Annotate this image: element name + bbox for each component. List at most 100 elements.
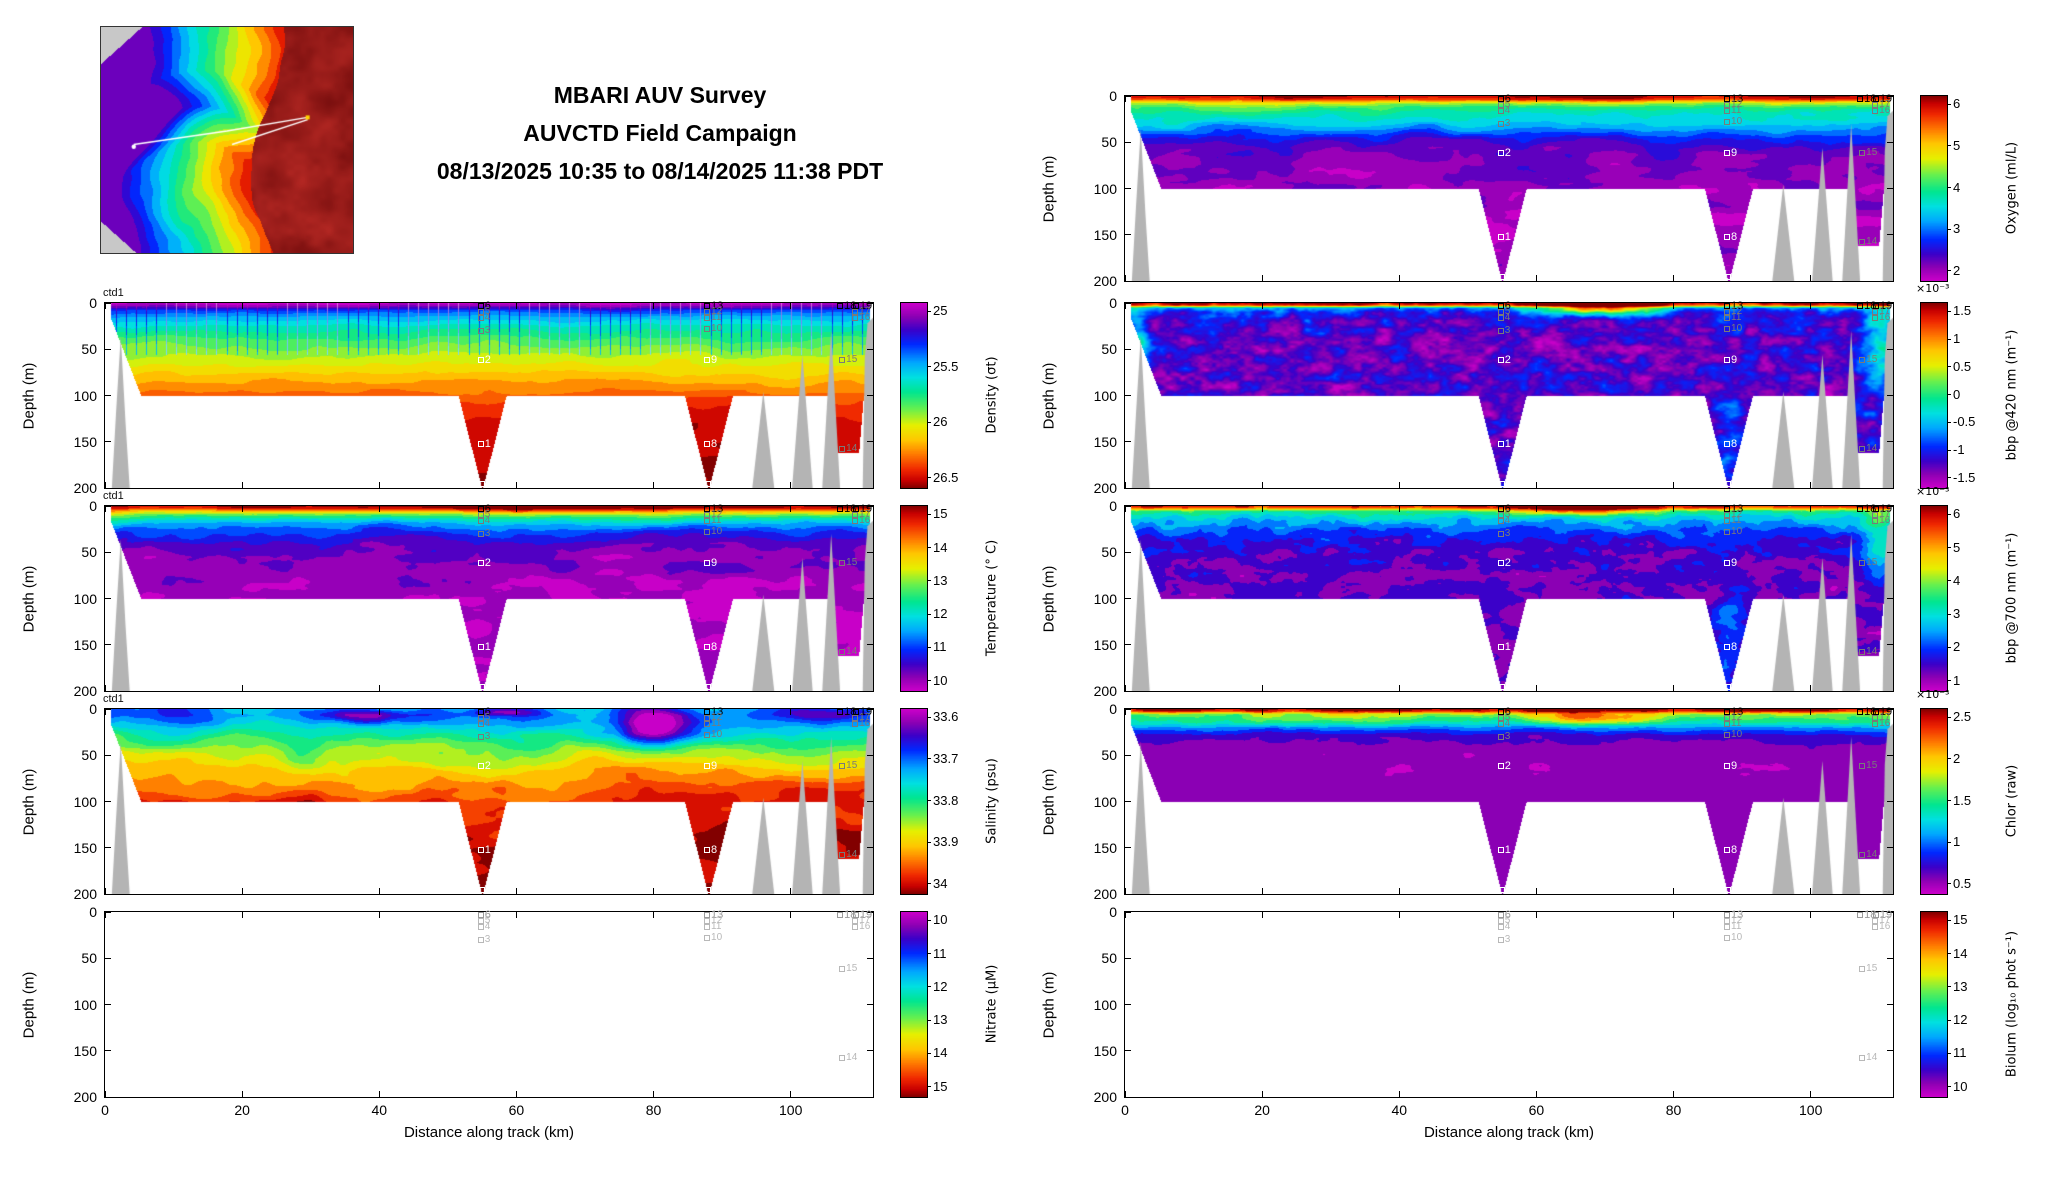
waypoint-marker — [1724, 934, 1731, 941]
waypoint-marker — [1724, 720, 1731, 727]
waypoint-marker — [705, 684, 712, 691]
waypoint-marker — [477, 512, 484, 519]
waypoint-marker — [1724, 512, 1731, 519]
x-tick — [1673, 303, 1675, 309]
waypoint-marker — [1872, 720, 1879, 727]
waypoint-marker — [704, 517, 711, 524]
y-axis-label: Depth (m) — [1040, 768, 1058, 835]
colorbar-tick-label: 13 — [933, 572, 948, 588]
waypoint-marker — [852, 517, 859, 524]
colorbar-tick — [1947, 580, 1951, 582]
waypoint-label: 19 — [1879, 502, 1893, 515]
y-tick — [867, 690, 873, 692]
waypoint-label: 17 — [859, 712, 871, 724]
waypoint-marker — [1497, 517, 1504, 524]
colorbar-tick-label: 13 — [933, 1012, 948, 1028]
waypoint-marker — [705, 887, 712, 894]
waypoint-label: 19 — [1879, 92, 1893, 105]
x-axis-label: Distance along track (km) — [403, 1124, 575, 1141]
x-tick — [653, 482, 655, 488]
x-tick — [104, 709, 106, 715]
y-tick-label: 150 — [1093, 226, 1117, 243]
waypoint-label: 14 — [846, 849, 858, 861]
map-inset — [100, 26, 354, 254]
waypoint-marker — [705, 1090, 712, 1097]
waypoint-marker — [1499, 684, 1506, 691]
waypoint-marker — [1724, 643, 1731, 650]
waypoint-marker — [1872, 505, 1879, 512]
colorbar-tick — [927, 919, 931, 921]
x-tick-label: 40 — [1391, 1102, 1408, 1118]
x-tick — [1124, 912, 1126, 918]
colorbar-tick — [927, 580, 931, 582]
waypoint-label: 3 — [484, 324, 491, 336]
colorbar-tick-label: 3 — [1953, 221, 1961, 237]
x-tick — [515, 303, 517, 309]
waypoint-label: 3 — [1504, 527, 1511, 539]
waypoint-label: 12 — [1731, 99, 1743, 111]
waypoint-label: 7 — [712, 478, 719, 491]
y-tick — [867, 893, 873, 895]
colorbar-tick-label: 2 — [1953, 639, 1961, 655]
waypoint-label: 16 — [859, 514, 871, 526]
waypoint-marker — [1497, 733, 1504, 740]
y-tick — [1887, 395, 1893, 396]
waypoint-label: 14 — [1866, 849, 1878, 861]
waypoint-marker — [852, 923, 859, 930]
waypoint-marker — [1724, 309, 1731, 316]
y-tick — [1125, 1004, 1131, 1005]
waypoint-label: 16 — [859, 717, 871, 729]
waypoint-marker — [1872, 102, 1879, 109]
waypoint-label: 2 — [484, 963, 491, 976]
bbp420-colorbar-canvas — [1921, 303, 1947, 488]
x-tick — [104, 303, 106, 309]
waypoint-marker — [1872, 107, 1879, 114]
waypoint-label: 2 — [1504, 557, 1511, 570]
waypoint-marker — [1497, 923, 1504, 930]
colorbar-tick-label: 3 — [1953, 606, 1961, 622]
waypoint-label: 11 — [1731, 104, 1742, 116]
y-tick-label: 150 — [1093, 839, 1117, 856]
x-tick — [1673, 685, 1675, 691]
waypoint-marker — [477, 923, 484, 930]
waypoint-label: 9 — [711, 963, 718, 976]
waypoint-marker — [479, 1090, 486, 1097]
waypoint-marker — [479, 887, 486, 894]
y-tick — [105, 551, 111, 553]
waypoint-label: 17 — [859, 915, 871, 927]
x-tick — [653, 709, 655, 715]
colorbar-tick-label: 1 — [1953, 331, 1961, 346]
waypoint-marker — [1499, 1090, 1506, 1097]
waypoint-marker — [704, 720, 711, 727]
y-tick — [1887, 1096, 1893, 1098]
x-tick — [1124, 888, 1126, 894]
waypoint-label: 5 — [1504, 306, 1511, 318]
x-tick — [790, 685, 792, 691]
colorbar-tick — [927, 310, 931, 312]
waypoint-label: 14 — [846, 1052, 858, 1064]
x-tick — [1261, 1091, 1263, 1097]
waypoint-label: 17 — [1879, 99, 1891, 111]
x-tick — [515, 1091, 517, 1097]
y-tick — [1125, 441, 1131, 443]
waypoint-marker — [839, 852, 846, 859]
x-tick-label: 100 — [779, 1102, 803, 1118]
x-axis-label: Distance along track (km) — [1423, 1124, 1595, 1141]
y-tick — [1125, 1050, 1131, 1052]
x-tick — [1673, 96, 1675, 102]
colorbar-axis-label: Oxygen (ml/L) — [2004, 141, 2020, 234]
y-tick — [105, 754, 111, 756]
waypoint-marker — [1872, 911, 1879, 918]
oxygen-colorbar-canvas — [1921, 96, 1947, 281]
waypoint-label: 0 — [1506, 271, 1513, 284]
colorbar-tick — [1947, 758, 1951, 760]
y-tick-label: 0 — [89, 904, 97, 920]
waypoint-marker — [1724, 708, 1731, 715]
waypoint-marker — [704, 512, 711, 519]
colorbar-tick — [1947, 919, 1951, 921]
x-tick — [1810, 506, 1812, 512]
waypoint-marker — [1724, 846, 1731, 853]
colorbar-tick-label: 33.7 — [933, 750, 959, 766]
waypoint-label: 8 — [711, 437, 718, 450]
x-tick — [241, 685, 243, 691]
